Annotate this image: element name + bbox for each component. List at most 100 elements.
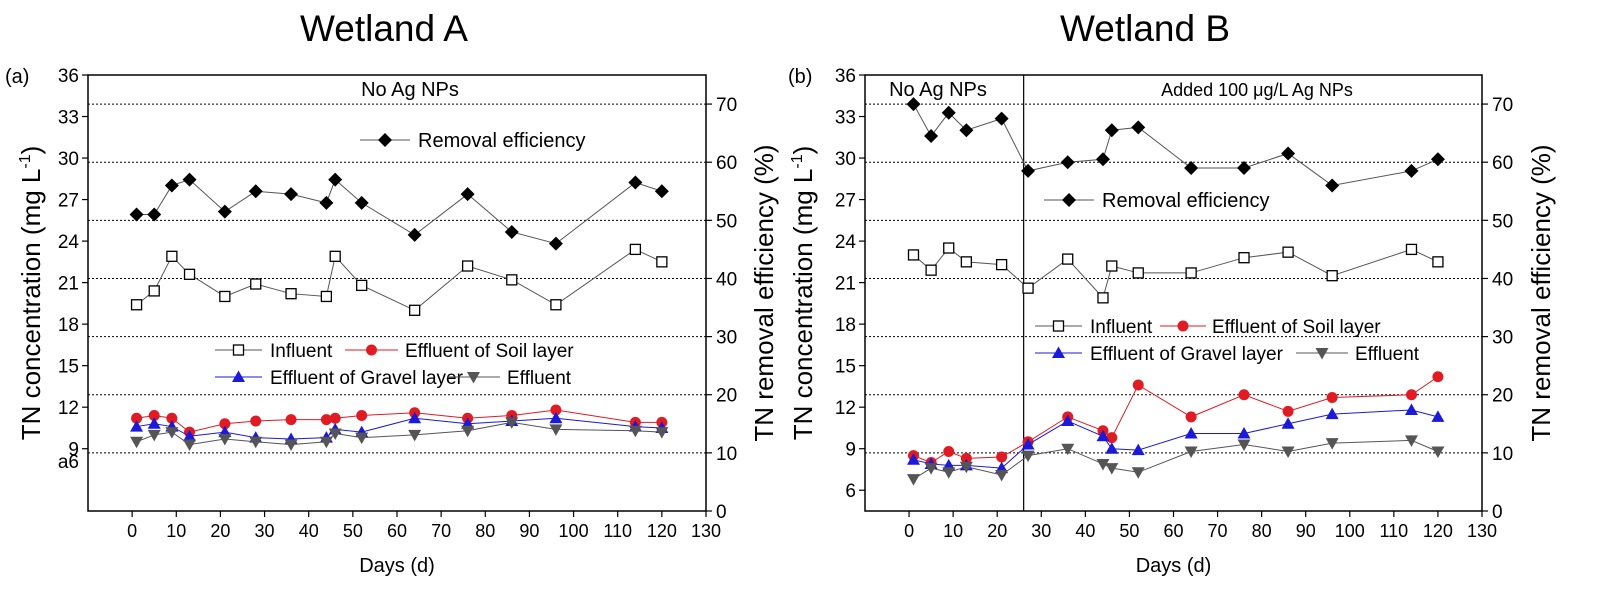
legend-label-a-effluent: Effluent — [507, 368, 572, 389]
point-b-removal-2 — [941, 105, 956, 120]
x-tick-label-a-6: 60 — [387, 521, 407, 541]
point-a-removal-11 — [460, 187, 475, 202]
point-b-gravel-8 — [1105, 442, 1119, 454]
point-b-effluent-15 — [1431, 446, 1445, 458]
point-a-effluent-11 — [461, 425, 475, 438]
point-b-influent-12 — [1282, 246, 1294, 258]
point-b-gravel-12 — [1281, 417, 1295, 429]
y-left-tick-label-b-2: 12 — [835, 398, 856, 419]
y-left-tick-label-a-4: 21 — [58, 274, 79, 295]
y-left-tick-label-b-5: 21 — [835, 274, 856, 295]
point-b-soil-9 — [1132, 379, 1144, 391]
point-b-influent-1 — [925, 264, 937, 276]
point-a-removal-5 — [248, 184, 263, 199]
y-right-tick-label-a-2: 20 — [716, 386, 737, 407]
point-b-removal-3 — [959, 123, 974, 138]
point-b-removal-11 — [1237, 161, 1252, 176]
point-b-effluent-4 — [995, 470, 1009, 482]
panel-b-title: Wetland B — [1060, 8, 1231, 49]
y-right-tick-label-a-6: 60 — [716, 153, 737, 174]
point-a-influent-9 — [356, 279, 368, 292]
point-a-soil-2 — [166, 412, 178, 424]
y-left-tick-label-a-3: 18 — [58, 315, 79, 336]
x-tick-label-b-4: 40 — [1075, 521, 1095, 541]
point-a-removal-12 — [504, 224, 519, 239]
point-a-removal-0 — [129, 207, 144, 222]
point-b-gravel-15 — [1431, 410, 1445, 422]
y-right-tick-label-a-4: 40 — [716, 269, 737, 290]
x-tick-label-b-8: 80 — [1252, 521, 1272, 541]
point-b-influent-5 — [1022, 282, 1034, 294]
y-left-tick-label-b-1: 9 — [845, 440, 856, 461]
point-b-soil-14 — [1405, 389, 1417, 401]
legend-marker-b-effluent — [1315, 348, 1329, 360]
x-tick-label-a-1: 10 — [166, 521, 186, 541]
point-b-effluent-14 — [1404, 435, 1418, 447]
x-tick-label-b-0: 0 — [904, 521, 914, 541]
y-right-tick-label-b-3: 30 — [1492, 328, 1513, 349]
legend-marker-a-influent — [232, 344, 245, 356]
point-b-soil-3 — [960, 452, 972, 464]
point-b-influent-14 — [1405, 243, 1418, 256]
point-a-soil-6 — [285, 414, 297, 426]
point-b-influent-2 — [943, 242, 955, 254]
point-b-effluent-7 — [1096, 458, 1110, 471]
legend-marker-a-effluent — [467, 372, 480, 384]
point-a-effluent-3 — [183, 439, 197, 452]
x-tick-label-b-13: 130 — [1467, 521, 1497, 541]
point-b-gravel-9 — [1131, 443, 1145, 456]
point-b-soil-15 — [1432, 371, 1444, 383]
annotation-no-ag-b: No Ag NPs — [889, 79, 987, 101]
x-tick-label-b-11: 110 — [1380, 521, 1409, 541]
point-b-effluent-9 — [1131, 467, 1145, 479]
point-a-effluent-0 — [130, 436, 144, 449]
y-right-axis-label-b: TN removal efficiency (%) — [1526, 144, 1556, 441]
series-line-a-influent — [136, 248, 663, 311]
plot-frame-b — [864, 74, 1483, 512]
point-a-effluent-5 — [249, 436, 263, 449]
point-b-soil-11 — [1238, 389, 1250, 401]
point-b-gravel-10 — [1184, 426, 1198, 439]
point-b-removal-5 — [1021, 163, 1036, 178]
x-tick-label-a-9: 90 — [519, 521, 539, 541]
y-right-tick-label-b-1: 10 — [1492, 444, 1513, 465]
point-b-gravel-13 — [1325, 407, 1339, 420]
point-a-effluent-12 — [505, 417, 519, 429]
legend-label-a-removal: Removal efficiency — [418, 130, 585, 152]
point-a-removal-3 — [182, 172, 197, 187]
legend-marker-b-removal — [1062, 193, 1076, 207]
point-b-soil-10 — [1185, 411, 1197, 423]
point-a-influent-13 — [550, 299, 562, 311]
point-a-gravel-3 — [183, 429, 197, 442]
y-left-tick-label-a-7: 30 — [58, 149, 79, 170]
point-a-removal-13 — [548, 236, 563, 251]
x-tick-label-a-13: 130 — [691, 521, 721, 541]
x-tick-label-a-8: 80 — [475, 521, 495, 541]
x-axis-label-b: Days (d) — [1136, 555, 1212, 577]
point-b-soil-4 — [996, 451, 1008, 463]
point-b-effluent-11 — [1237, 439, 1251, 452]
y-left-tick-label-b-8: 30 — [835, 149, 856, 170]
point-b-soil-8 — [1106, 432, 1118, 444]
x-tick-label-b-9: 90 — [1296, 521, 1316, 541]
point-a-influent-15 — [656, 256, 668, 268]
point-b-effluent-3 — [959, 461, 973, 474]
point-a-soil-1 — [148, 409, 160, 421]
point-a-influent-1 — [148, 285, 160, 297]
x-tick-label-b-5: 50 — [1119, 521, 1139, 541]
legend-marker-a-gravel — [232, 370, 245, 382]
point-a-influent-14 — [629, 243, 642, 256]
point-b-effluent-12 — [1281, 446, 1295, 458]
point-b-influent-3 — [960, 256, 973, 268]
point-a-removal-14 — [628, 175, 643, 190]
point-a-effluent-6 — [284, 439, 298, 452]
y-left-tick-label-a-5: 24 — [58, 232, 80, 253]
point-a-effluent-2 — [165, 427, 179, 439]
point-b-effluent-0 — [906, 474, 920, 486]
panel-a-title: Wetland A — [300, 8, 468, 49]
point-a-influent-4 — [219, 290, 231, 303]
point-b-influent-0 — [907, 249, 920, 261]
x-tick-label-a-0: 0 — [127, 521, 137, 541]
point-b-removal-8 — [1104, 123, 1119, 138]
